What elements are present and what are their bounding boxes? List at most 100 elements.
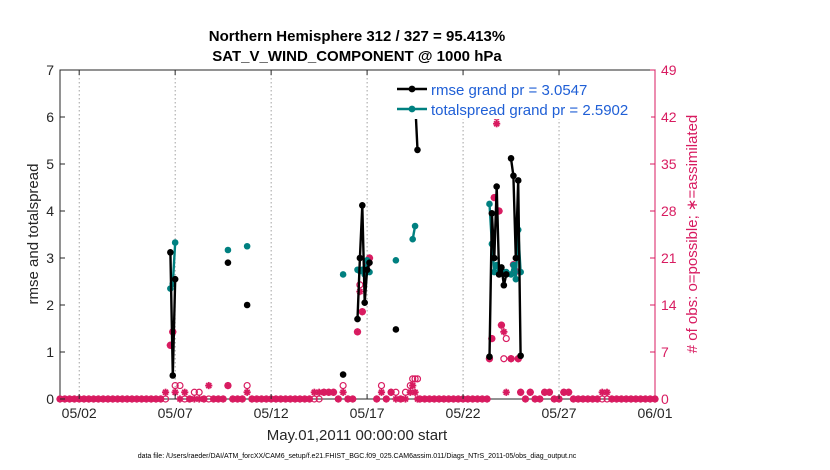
- obs-assimilated-stroke: [330, 389, 337, 396]
- y-right-tick-label: 42: [661, 109, 677, 125]
- obs-assimilated-stroke: [397, 395, 404, 403]
- obs-assimilated-stroke: [517, 389, 524, 396]
- obs-assimilated-stroke: [546, 389, 553, 396]
- x-tick-label: 05/12: [254, 405, 289, 421]
- obs-assimilated-stroke: [335, 395, 342, 403]
- obs-assimilated-stroke: [339, 389, 347, 396]
- obs-assimilated-stroke: [90, 395, 97, 403]
- obs-assimilated-marker: [181, 388, 189, 396]
- obs-assimilated-stroke: [66, 395, 73, 403]
- obs-assimilated-stroke: [114, 395, 121, 403]
- rmse-point: [414, 146, 421, 154]
- obs-assimilated-stroke: [296, 395, 304, 403]
- obs-assimilated-stroke: [85, 395, 92, 403]
- obs-assimilated-stroke: [618, 395, 625, 403]
- obs-assimilated-marker: [565, 388, 573, 396]
- obs-assimilated-stroke: [426, 395, 433, 403]
- spread-point: [243, 242, 251, 250]
- obs-assimilated-stroke: [411, 389, 419, 396]
- obs-assimilated-marker: [349, 395, 357, 403]
- plot-area: [59, 69, 656, 400]
- rmse-point: [392, 326, 400, 333]
- rmse-point: [500, 281, 508, 289]
- spread-point: [411, 222, 419, 230]
- obs-assimilated-marker: [325, 388, 333, 396]
- legend-rmse-marker: [408, 85, 416, 93]
- rmse-point: [366, 259, 373, 267]
- obs-assimilated-stroke: [128, 395, 136, 403]
- obs-assimilated-marker: [521, 395, 530, 403]
- obs-assimilated-stroke: [522, 395, 529, 403]
- obs-assimilated-stroke: [608, 395, 615, 403]
- obs-assimilated-stroke: [551, 395, 558, 403]
- obs-assimilated-stroke: [536, 395, 543, 403]
- obs-assimilated-stroke: [589, 395, 596, 403]
- obs-assimilated-marker: [593, 395, 602, 403]
- y-right-tick-label: 14: [661, 297, 677, 313]
- x-tick-label: 05/07: [158, 405, 193, 421]
- rmse-point: [490, 254, 498, 262]
- rmse-point: [495, 271, 503, 278]
- obs-assimilated-marker: [497, 321, 506, 329]
- rmse-point: [498, 264, 505, 271]
- obs-assimilated-stroke: [565, 389, 572, 396]
- obs-assimilated-stroke: [157, 395, 164, 403]
- obs-assimilated-stroke: [263, 395, 270, 403]
- obs-assimilated-marker: [560, 388, 568, 396]
- obs-assimilated-marker: [137, 395, 146, 403]
- obs-assimilated-marker: [224, 381, 232, 390]
- obs-assimilated-stroke: [435, 395, 443, 403]
- obs-assimilated-marker: [161, 388, 170, 396]
- obs-assimilated-marker: [579, 395, 587, 403]
- obs-assimilated-stroke: [637, 395, 644, 403]
- rmse-point: [486, 353, 493, 361]
- obs-assimilated-marker: [70, 395, 78, 403]
- obs-assimilated-stroke: [95, 395, 102, 403]
- rmse-point: [339, 371, 347, 378]
- obs-assimilated-stroke: [210, 395, 217, 403]
- obs-assimilated-marker: [257, 395, 266, 403]
- obs-assimilated-stroke: [464, 395, 472, 403]
- obs-assimilated-stroke: [104, 395, 112, 403]
- obs-assimilated-marker: [430, 395, 438, 403]
- rmse-point: [517, 352, 524, 360]
- obs-possible-marker: [243, 381, 251, 390]
- spread-point: [512, 275, 520, 283]
- spread-point: [339, 271, 347, 278]
- obs-assimilated-stroke: [200, 395, 208, 403]
- obs-assimilated-marker: [89, 395, 98, 403]
- y-tick-label: 4: [46, 203, 54, 219]
- obs-assimilated-marker: [507, 355, 515, 363]
- rmse-point: [354, 315, 361, 323]
- obs-assimilated-stroke: [124, 395, 131, 403]
- obs-assimilated-stroke: [311, 389, 318, 396]
- obs-assimilated-stroke: [579, 395, 587, 403]
- obs-assimilated-stroke: [613, 395, 620, 403]
- obs-assimilated-stroke: [80, 395, 88, 403]
- y-tick-label: 6: [46, 109, 54, 125]
- y-axis-right-label: # of obs: o=possible; ∗=assimilated: [684, 115, 701, 354]
- rmse-point: [167, 249, 174, 256]
- obs-possible-marker: [195, 388, 203, 396]
- obs-assimilated-marker: [411, 388, 419, 396]
- spread-point: [224, 246, 232, 254]
- obs-assimilated-marker: [627, 395, 635, 403]
- spread-point: [409, 235, 416, 243]
- obs-assimilated-stroke: [527, 389, 534, 396]
- y-tick-label: 7: [46, 62, 54, 78]
- obs-assimilated-stroke: [253, 395, 260, 403]
- rmse-point: [488, 210, 496, 217]
- obs-assimilated-marker: [493, 120, 501, 128]
- obs-assimilated-stroke: [100, 395, 107, 403]
- rmse-point: [243, 301, 251, 309]
- obs-assimilated-stroke: [172, 389, 179, 396]
- obs-assimilated-marker: [425, 395, 434, 403]
- legend-box: [393, 76, 651, 119]
- obs-assimilated-marker: [171, 388, 179, 396]
- obs-assimilated-stroke: [431, 395, 438, 403]
- obs-assimilated-stroke: [287, 395, 294, 403]
- obs-possible-marker: [339, 381, 347, 390]
- obs-assimilated-marker: [373, 395, 381, 403]
- obs-assimilated-stroke: [409, 382, 416, 389]
- obs-assimilated-marker: [377, 388, 386, 396]
